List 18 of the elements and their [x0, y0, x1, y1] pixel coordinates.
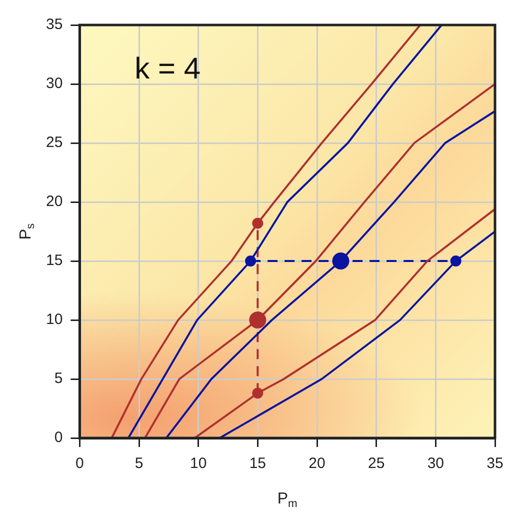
y-tick-label: 15 [46, 252, 63, 270]
y-tick-label: 25 [46, 134, 63, 152]
x-tick-label: 0 [76, 455, 84, 472]
y-tick-label: 10 [46, 311, 63, 328]
x-tick-label: 25 [368, 455, 385, 472]
x-tick-label: 5 [134, 455, 144, 472]
x-tick-label: 30 [427, 455, 444, 472]
x-tick-label: 20 [308, 455, 326, 472]
y-tick-label: 0 [54, 429, 63, 446]
y-axis-title: Ps [17, 222, 37, 240]
y-tick-label: 5 [54, 370, 63, 388]
x-tick-label: 10 [190, 455, 207, 472]
y-tick-label: 35 [46, 16, 63, 34]
y-tick-label: 30 [46, 75, 63, 92]
x-tick-label: 35 [486, 455, 504, 472]
y-tick-label: 20 [46, 193, 63, 210]
x-tick-label: 15 [249, 455, 266, 472]
annotation: k = 4 [134, 52, 201, 86]
